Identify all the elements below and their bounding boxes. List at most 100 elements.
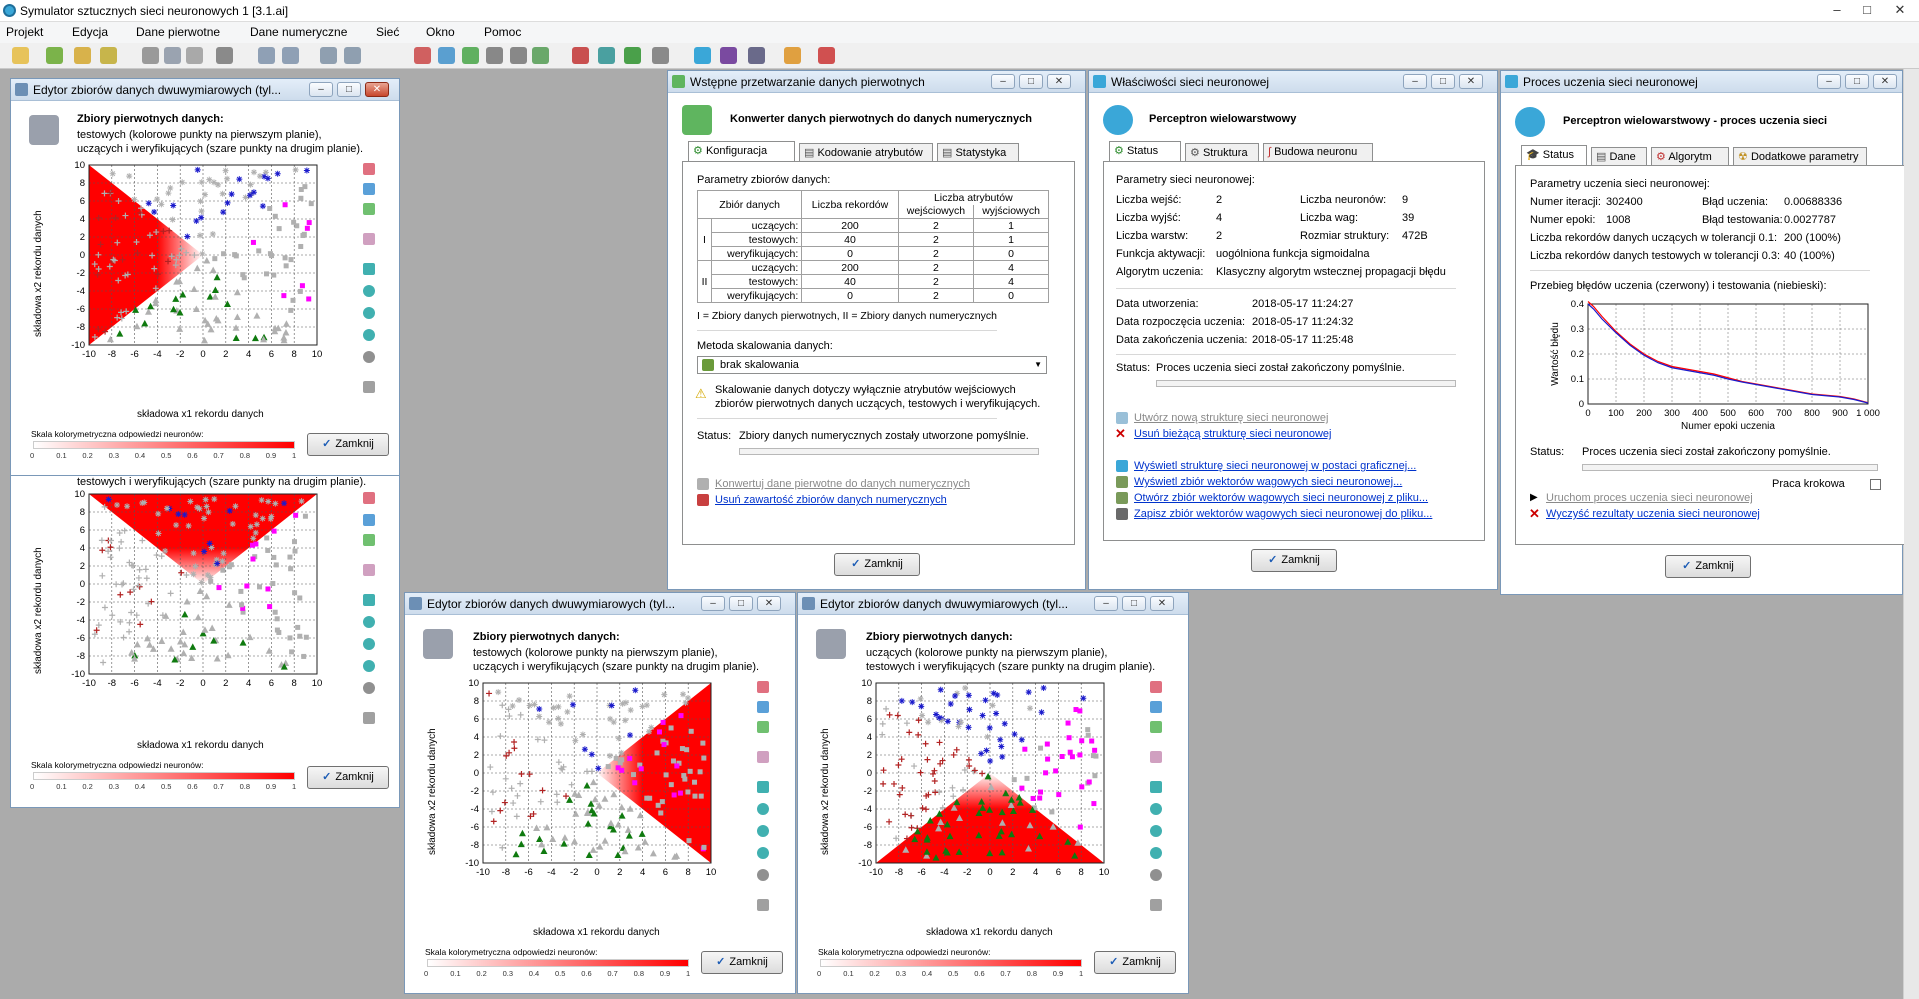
- window-close-button[interactable]: ✕: [1459, 74, 1483, 89]
- copy-icon[interactable]: [164, 47, 181, 64]
- tab-status[interactable]: 🎓 Status: [1521, 145, 1587, 165]
- save-icon[interactable]: [74, 47, 91, 64]
- learning-icon[interactable]: [748, 47, 765, 64]
- network-structure-icon[interactable]: [694, 47, 711, 64]
- scatter-plot[interactable]: -10 -8 -6 -4 -2 0 2 4 6 8 10 10 8 6 4 2 0 -2 -4 -6 -8 -10: [461, 679, 729, 887]
- class1-icon[interactable]: [1150, 803, 1162, 815]
- vertical-scrollbar[interactable]: [1903, 69, 1919, 999]
- open-icon[interactable]: [46, 47, 63, 64]
- point-icon[interactable]: [757, 781, 769, 793]
- properties-titlebar[interactable]: Właściwości sieci neuronowej – □ ✕: [1089, 71, 1497, 93]
- menu-okno[interactable]: Okno: [426, 25, 455, 39]
- learning-titlebar[interactable]: Proces uczenia sieci neuronowej – □ ✕: [1501, 71, 1902, 93]
- export-icon[interactable]: [344, 47, 361, 64]
- delete-icon[interactable]: [216, 47, 233, 64]
- train-set-icon[interactable]: [1150, 681, 1162, 693]
- generate-icon[interactable]: [363, 233, 375, 245]
- net-red-icon[interactable]: [572, 47, 589, 64]
- window-minimize-button[interactable]: –: [309, 82, 333, 97]
- tab-algorytm[interactable]: ⚙ Algorytm: [1651, 147, 1729, 165]
- class1-icon[interactable]: [757, 803, 769, 815]
- generate-icon[interactable]: [757, 751, 769, 763]
- editor-titlebar[interactable]: Edytor zbiorów danych dwuwymiarowych (ty…: [11, 79, 399, 101]
- class1-icon[interactable]: [363, 285, 375, 297]
- window-close-button[interactable]: ✕: [1150, 596, 1174, 611]
- class2-icon[interactable]: [363, 638, 375, 650]
- class2-icon[interactable]: [1150, 825, 1162, 837]
- erase-icon[interactable]: [363, 712, 375, 724]
- save-weights-link[interactable]: Zapisz zbiór wektorów wagowych sieci neu…: [1134, 508, 1433, 520]
- tab-statystyka[interactable]: ▤ Statystyka: [937, 143, 1019, 161]
- class4-icon[interactable]: [363, 682, 375, 694]
- close-editor-button[interactable]: ✓ Zamknij: [307, 766, 389, 789]
- clear-results-link[interactable]: Wyczyść rezultaty uczenia sieci neuronow…: [1546, 508, 1760, 520]
- class3-icon[interactable]: [363, 329, 375, 341]
- dataset-verify-icon[interactable]: [462, 47, 479, 64]
- scaling-select[interactable]: brak skalowania ▼: [697, 356, 1047, 374]
- window-minimize-button[interactable]: –: [1403, 74, 1427, 89]
- window-maximize-button[interactable]: □: [1122, 596, 1146, 611]
- data-editor-2-icon[interactable]: [282, 47, 299, 64]
- tab-budowa-neuronu[interactable]: ∫ Budowa neuronu: [1263, 143, 1373, 161]
- cut-icon[interactable]: [142, 47, 159, 64]
- close-editor-button[interactable]: ✓ Zamknij: [701, 951, 783, 974]
- point-icon[interactable]: [1150, 781, 1162, 793]
- window-close-button[interactable]: ✕: [757, 596, 781, 611]
- show-structure-link[interactable]: Wyświetl strukturę sieci neuronowej w po…: [1134, 460, 1417, 472]
- window-maximize-button[interactable]: □: [1845, 74, 1869, 89]
- class3-icon[interactable]: [363, 660, 375, 672]
- window-maximize-button[interactable]: □: [1431, 74, 1455, 89]
- train-set-icon[interactable]: [757, 681, 769, 693]
- editor-titlebar[interactable]: Edytor zbiorów danych dwuwymiarowych (ty…: [798, 593, 1188, 615]
- menu-projekt[interactable]: Projekt: [6, 25, 44, 39]
- window-minimize-button[interactable]: –: [1817, 74, 1841, 89]
- class2-icon[interactable]: [363, 307, 375, 319]
- open-weights-link[interactable]: Otwórz zbiór wektorów wagowych sieci neu…: [1134, 492, 1429, 504]
- test-set-icon[interactable]: [363, 183, 375, 195]
- step-mode-checkbox[interactable]: [1870, 479, 1881, 490]
- train-set-icon[interactable]: [363, 492, 375, 504]
- menu-edycja[interactable]: Edycja: [72, 25, 109, 39]
- save-as-icon[interactable]: [100, 47, 117, 64]
- dataset-train-icon[interactable]: [414, 47, 431, 64]
- verify-set-icon[interactable]: [1150, 721, 1162, 733]
- paste-icon[interactable]: [186, 47, 203, 64]
- erase-icon[interactable]: [363, 381, 375, 393]
- class3-icon[interactable]: [757, 847, 769, 859]
- test-set-icon[interactable]: [363, 514, 375, 526]
- dataset-table-icon[interactable]: [486, 47, 503, 64]
- dataset-grid-icon[interactable]: [510, 47, 527, 64]
- close-learning-button[interactable]: ✓ Zamknij: [1665, 555, 1751, 578]
- data-editor-icon[interactable]: [258, 47, 275, 64]
- close-button[interactable]: ✕: [1894, 2, 1906, 17]
- generate-icon[interactable]: [1150, 751, 1162, 763]
- scatter-plot[interactable]: -10 -8 -6 -4 -2 0 2 4 6 8 10 10 8 6 4 2 0 -2 -4 -6 -8 -10: [67, 490, 335, 698]
- class4-icon[interactable]: [757, 869, 769, 881]
- menu-dane-pierwotne[interactable]: Dane pierwotne: [136, 25, 221, 39]
- window-minimize-button[interactable]: –: [991, 74, 1015, 89]
- close-preprocessing-button[interactable]: ✓ Zamknij: [834, 553, 920, 576]
- preprocessing-titlebar[interactable]: Wstępne przetwarzanie danych pierwotnych…: [668, 71, 1085, 93]
- train-set-icon[interactable]: [363, 163, 375, 175]
- window-close-button[interactable]: ✕: [365, 82, 389, 97]
- delete-structure-link[interactable]: Usuń bieżącą strukturę sieci neuronowej: [1134, 428, 1332, 440]
- window-maximize-button[interactable]: □: [1019, 74, 1043, 89]
- tab-dodatkowe[interactable]: ☢ Dodatkowe parametry: [1733, 147, 1867, 165]
- window-minimize-button[interactable]: –: [701, 596, 725, 611]
- close-properties-button[interactable]: ✓ Zamknij: [1251, 549, 1337, 572]
- about-icon[interactable]: [818, 47, 835, 64]
- dataset-test-icon[interactable]: [438, 47, 455, 64]
- erase-icon[interactable]: [757, 899, 769, 911]
- tab-konfiguracja[interactable]: ⚙ Konfiguracja: [688, 141, 795, 161]
- close-editor-button[interactable]: ✓ Zamknij: [307, 433, 389, 456]
- window-minimize-button[interactable]: –: [1094, 596, 1118, 611]
- class1-icon[interactable]: [363, 616, 375, 628]
- tab-struktura[interactable]: ⚙ Struktura: [1185, 143, 1259, 161]
- close-editor-button[interactable]: ✓ Zamknij: [1094, 951, 1176, 974]
- scatter-plot[interactable]: -10 -8 -6 -4 -2 0 2 4 6 8 10 10 8 6 4 2 0 -2 -4 -6 -8 -10: [854, 679, 1122, 887]
- verify-set-icon[interactable]: [757, 721, 769, 733]
- network-icon[interactable]: [532, 47, 549, 64]
- net-grid-icon[interactable]: [652, 47, 669, 64]
- class3-icon[interactable]: [1150, 847, 1162, 859]
- class2-icon[interactable]: [757, 825, 769, 837]
